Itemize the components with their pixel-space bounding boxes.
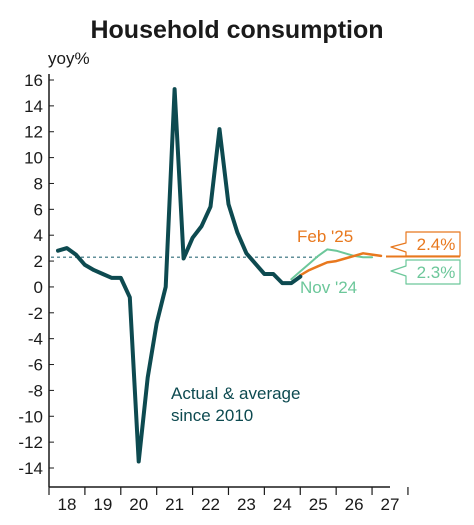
y-tick-label: 6 (34, 200, 43, 219)
y-tick-label: 4 (34, 226, 43, 245)
average-annotation-line2: since 2010 (171, 406, 253, 425)
series-layer (56, 87, 383, 464)
x-tick-label: 22 (201, 495, 220, 514)
series-nov24-line (290, 248, 374, 281)
series-actual-line (56, 87, 303, 464)
y-axis: 16 14 12 10 8 6 4 2 0 -2 -4 -6 -8 -10 -12 -14 (18, 71, 54, 487)
x-tick-label: 27 (381, 495, 400, 514)
y-tick-label: 8 (34, 174, 43, 193)
nov24-callout-box (390, 259, 461, 285)
x-tick-label: 25 (309, 495, 328, 514)
y-tick-label: -12 (18, 433, 43, 452)
y-tick-label: -8 (28, 381, 43, 400)
y-tick-label: -2 (28, 304, 43, 323)
nov24-end-value-label: 2.3% (417, 263, 456, 282)
x-tick-label: 26 (345, 495, 364, 514)
y-tick-label: 14 (24, 97, 43, 116)
y-axis-unit-label: yoy% (48, 49, 90, 68)
y-tick-label: 0 (34, 278, 43, 297)
y-tick-label: -6 (28, 356, 43, 375)
chart-title: Household consumption (90, 16, 383, 44)
feb25-series-label: Feb '25 (297, 227, 353, 246)
x-tick-label: 21 (165, 495, 184, 514)
feb25-callout-box (390, 231, 461, 257)
end-value-callouts: 2.4% 2.3% (386, 231, 461, 285)
feb25-end-value-label: 2.4% (417, 235, 456, 254)
y-tick-label: 16 (24, 71, 43, 90)
average-annotation-line1: Actual & average (171, 384, 300, 403)
nov24-series-label: Nov '24 (300, 278, 357, 297)
x-tick-label: 19 (93, 495, 112, 514)
y-tick-label: -4 (28, 330, 43, 349)
x-tick-label: 20 (129, 495, 148, 514)
x-tick-label: 18 (57, 495, 76, 514)
y-tick-label: 10 (24, 149, 43, 168)
y-tick-label: -10 (18, 407, 43, 426)
y-tick-label: -14 (18, 459, 43, 478)
x-tick-label: 23 (237, 495, 256, 514)
y-tick-label: 2 (34, 252, 43, 271)
y-tick-label: 12 (24, 123, 43, 142)
x-tick-label: 24 (273, 495, 292, 514)
x-axis: 18 19 20 21 22 23 24 25 26 27 (48, 486, 409, 514)
series-feb25-line (299, 252, 383, 277)
